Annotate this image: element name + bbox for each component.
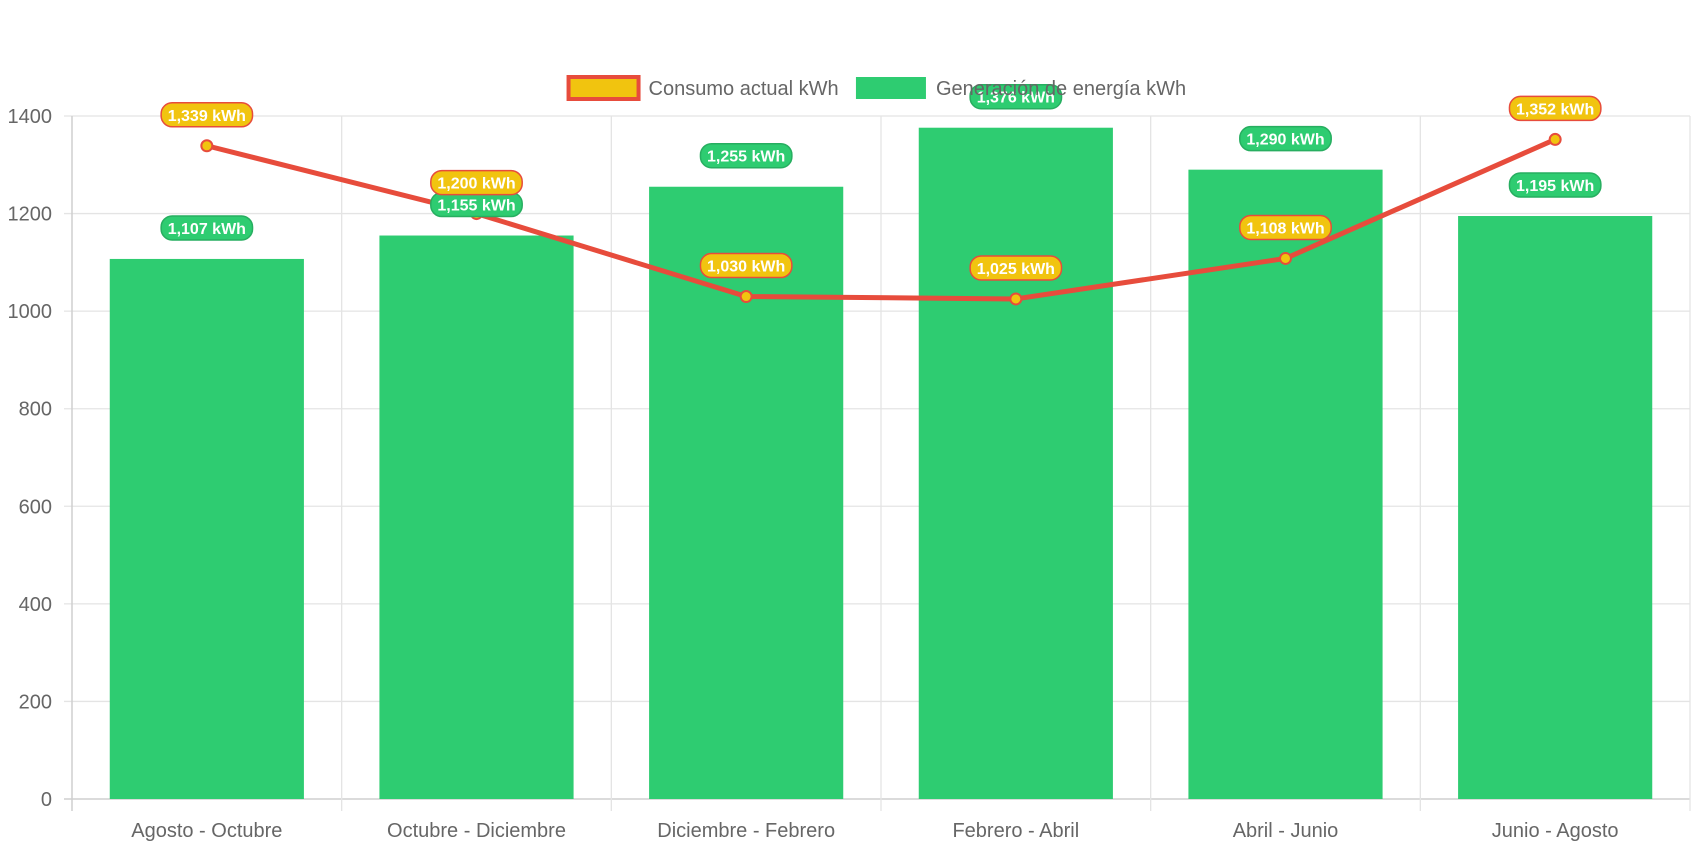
x-tick-label: Abril - Junio [1233,820,1339,842]
bar-generacion[interactable] [110,259,304,799]
bar-generacion[interactable] [649,187,843,799]
legend[interactable]: Consumo actual kWh Generación de energía … [569,77,1187,100]
bar-data-label-text: 1,290 kWh [1246,132,1324,149]
bar-data-label-text: 1,155 kWh [437,198,515,215]
bar-data-label-text: 1,195 kWh [1516,178,1594,195]
x-tick-label: Diciembre - Febrero [657,820,835,842]
bar-generacion[interactable] [379,236,573,799]
x-tick-label: Agosto - Octubre [131,820,282,842]
line-data-label: 1,108 kWh [1240,215,1331,239]
bar-generacion[interactable] [1458,216,1652,799]
line-data-label-text: 1,339 kWh [168,108,246,125]
y-tick-label: 400 [19,594,52,616]
bar-data-label: 1,107 kWh [161,216,252,240]
bar-data-label: 1,290 kWh [1240,127,1331,151]
line-data-label: 1,352 kWh [1509,96,1600,120]
y-tick-label: 1000 [8,301,53,323]
legend-item-generacion[interactable]: Generación de energía kWh [856,77,1186,100]
legend-item-generacion-swatch [856,77,926,99]
legend-item-consumo-label: Consumo actual kWh [649,78,839,100]
bar-data-label: 1,195 kWh [1509,173,1600,197]
x-tick-label: Junio - Agosto [1492,820,1619,842]
y-tick-label: 600 [19,496,52,518]
line-data-label-text: 1,352 kWh [1516,101,1594,118]
y-tick-label: 800 [19,399,52,421]
point-consumo[interactable] [1010,293,1021,304]
point-consumo[interactable] [1550,134,1561,145]
y-tick-label: 1400 [8,106,53,128]
line-data-label-text: 1,030 kWh [707,259,785,276]
legend-item-consumo-swatch [569,77,639,99]
point-consumo[interactable] [1280,253,1291,264]
y-tick-label: 200 [19,691,52,713]
line-data-label-text: 1,200 kWh [437,176,515,193]
line-data-label: 1,025 kWh [970,256,1061,280]
legend-item-generacion-label: Generación de energía kWh [936,78,1186,100]
y-tick-label: 0 [41,789,52,811]
line-data-label-text: 1,025 kWh [977,261,1055,278]
line-data-label: 1,030 kWh [700,254,791,278]
x-tick-label: Febrero - Abril [952,820,1079,842]
line-data-label: 1,339 kWh [161,103,252,127]
grid-layer [64,116,1690,811]
point-consumo[interactable] [201,140,212,151]
legend-item-consumo[interactable]: Consumo actual kWh [569,77,839,100]
point-consumo[interactable] [741,291,752,302]
line-data-label: 1,200 kWh [431,171,522,195]
bar-data-label-text: 1,107 kWh [168,221,246,238]
y-tick-label: 1200 [8,204,53,226]
line-data-label-text: 1,108 kWh [1246,220,1324,237]
x-tick-label: Octubre - Diciembre [387,820,566,842]
bar-data-label-text: 1,255 kWh [707,149,785,166]
bar-data-label: 1,255 kWh [700,144,791,168]
bar-generacion[interactable] [919,128,1113,799]
bar-data-label: 1,155 kWh [431,193,522,217]
